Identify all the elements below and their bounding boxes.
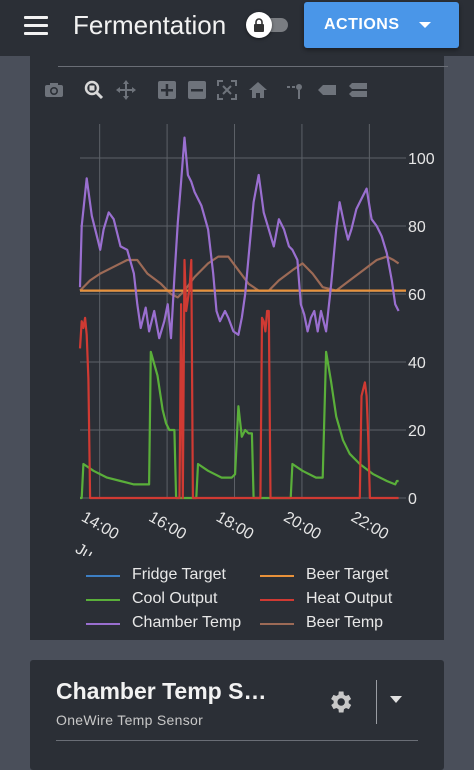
temperature-chart[interactable]: 0 20 40 60 80 100 14:00 16:00 18:00 20:00 22:00 Ju [30,56,444,556]
x-subtick-label: Ju [72,541,95,556]
legend-swatch [86,623,120,625]
legend-item[interactable]: Beer Target [260,564,430,588]
legend-swatch [260,575,294,577]
zoom-out-icon[interactable] [186,79,208,101]
hamburger-menu-icon[interactable] [24,16,48,36]
y-tick-label: 60 [408,287,426,304]
chevron-down-icon [419,22,431,28]
y-tick-label: 40 [408,355,426,372]
sensor-subtitle: OneWire Temp Sensor [56,712,204,728]
divider [58,66,448,67]
legend-label: Beer Target [306,566,389,583]
legend-swatch [260,599,294,601]
hover-compare-icon[interactable] [347,79,369,101]
reset-axes-icon[interactable] [247,79,269,101]
lock-icon [254,18,264,32]
legend-item[interactable]: Fridge Target [86,564,256,588]
series-chamber-temp[interactable] [78,136,400,340]
actions-label: ACTIONS [324,16,400,33]
x-tick-label: 20:00 [281,509,324,544]
sensor-title[interactable]: Chamber Temp S… [56,678,267,704]
chart-legend: Fridge Target Beer Target Cool Output Heat … [86,564,446,640]
sensor-card: Chamber Temp S… OneWire Temp Sensor [30,660,444,770]
series-beer-temp[interactable] [79,255,400,299]
actions-button[interactable]: ACTIONS [304,2,459,48]
x-tick-label: 14:00 [78,509,121,544]
series-cool-output[interactable] [80,350,399,500]
legend-swatch [86,599,120,601]
page-title: Fermentation [73,10,227,40]
x-tick-label: 18:00 [213,509,256,544]
legend-swatch [260,623,294,625]
camera-icon[interactable] [43,79,65,101]
lock-toggle[interactable] [246,12,290,38]
autoscale-icon[interactable] [216,79,238,101]
legend-item[interactable]: Cool Output [86,588,256,612]
legend-label: Fridge Target [132,566,226,583]
spike-lines-icon[interactable] [285,79,307,101]
y-tick-label: 80 [408,219,426,236]
pan-icon[interactable] [115,79,137,101]
y-tick-label: 0 [408,491,417,508]
zoom-icon[interactable] [83,79,105,101]
chart-card: 0 20 40 60 80 100 14:00 16:00 18:00 20:00 22:00 Ju … [30,56,448,640]
legend-label: Cool Output [132,590,218,607]
legend-swatch [86,575,120,577]
legend-label: Beer Temp [306,614,384,631]
separator [376,680,377,724]
y-tick-label: 100 [408,151,435,168]
legend-label: Heat Output [306,590,393,607]
chart-modebar [43,79,443,101]
y-tick-label: 20 [408,423,426,440]
legend-item[interactable]: Beer Temp [260,612,430,636]
series-heat-output[interactable] [78,258,399,500]
legend-label: Chamber Temp [132,614,242,631]
hover-closest-icon[interactable] [316,79,338,101]
gear-icon[interactable] [326,688,354,716]
legend-item[interactable]: Chamber Temp [86,612,256,636]
chevron-down-icon[interactable] [390,696,402,703]
top-bar: Fermentation ACTIONS [0,0,474,56]
legend-item[interactable]: Heat Output [260,588,430,612]
x-tick-label: 22:00 [348,509,391,544]
divider [56,740,418,741]
zoom-in-icon[interactable] [156,79,178,101]
x-tick-label: 16:00 [146,509,189,544]
